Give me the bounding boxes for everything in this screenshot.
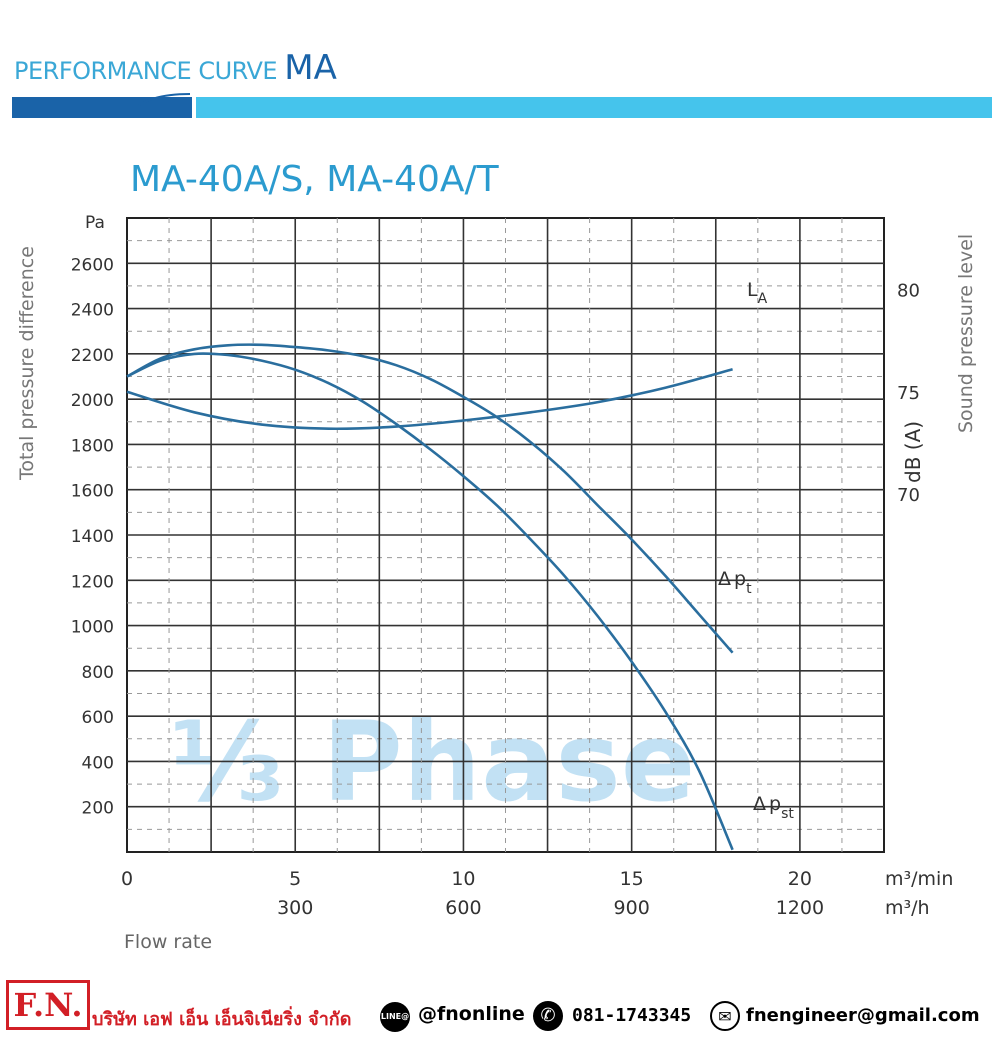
header-model-line: MA — [284, 48, 337, 88]
x-ticks: 0 5 10 15 20 300 600 900 1200 — [121, 868, 824, 919]
y-tick-label-left: 2000 — [71, 391, 114, 411]
series-line-pst — [126, 352, 734, 851]
y-tick-label-left: 400 — [82, 753, 114, 773]
y-tick-label-left: 1400 — [71, 527, 114, 547]
line-id[interactable]: @fnonline — [418, 1003, 525, 1025]
pt-delta: Δ — [718, 568, 731, 590]
page-header: PERFORMANCE CURVE MA — [14, 48, 337, 88]
header-prefix: PERFORMANCE CURVE — [14, 57, 278, 85]
pt-base: p — [734, 568, 746, 590]
y-axis-label-right: Sound pressure level — [955, 234, 977, 433]
pst-sub: st — [781, 806, 794, 822]
y-ticks-left: 200 400 600 800 1000 1200 1400 1600 1800 2000 2200… — [71, 255, 114, 818]
y-tick-label-right: 80 — [897, 281, 920, 302]
x-tick-label-min: 15 — [620, 868, 644, 890]
y-ticks-right: 70 75 80 — [897, 281, 920, 507]
y-tick-label-left: 1800 — [71, 436, 114, 456]
x-tick-label-min: 10 — [451, 868, 475, 890]
curves — [126, 343, 734, 851]
header-band-right — [196, 97, 992, 118]
y-axis-label-left: Total pressure difference — [16, 246, 38, 481]
series-line-la — [126, 368, 733, 431]
y-unit-left: Pa — [85, 213, 105, 233]
x-tick-label-h: 1200 — [776, 897, 824, 919]
series-line-pt — [126, 343, 734, 654]
y-tick-label-right: 70 — [897, 485, 920, 506]
x-tick-label-h: 600 — [445, 897, 481, 919]
x-tick-label-h: 900 — [614, 897, 650, 919]
y-tick-label-left: 600 — [82, 708, 114, 728]
la-base: L — [747, 279, 758, 301]
pst-delta: Δ — [753, 793, 766, 815]
x-tick-label-min: 0 — [121, 868, 133, 890]
mail-icon: ✉ — [710, 1001, 740, 1031]
y-tick-label-left: 2200 — [71, 346, 114, 366]
company-name: บริษัท เอฟ เอ็น เอ็นจิเนียริ่ง จำกัด — [92, 1009, 352, 1030]
y-tick-label-left: 200 — [82, 799, 114, 819]
email-address[interactable]: fnengineer@gmail.com — [746, 1005, 980, 1026]
x-unit-h: m³/h — [885, 897, 930, 919]
x-axis-label: Flow rate — [124, 931, 212, 953]
phone-icon: ✆ — [533, 1001, 563, 1031]
x-tick-label-min: 20 — [788, 868, 812, 890]
footer: F.N. บริษัท เอฟ เอ็น เอ็นจิเนียริ่ง จำกั… — [0, 978, 1000, 1038]
pt-sub: t — [746, 581, 752, 597]
phone-number[interactable]: 081-1743345 — [572, 1005, 692, 1026]
y-unit-right: dB (A) — [901, 421, 925, 483]
la-sub: A — [758, 291, 768, 307]
x-tick-label-min: 5 — [289, 868, 301, 890]
y-tick-label-left: 1600 — [71, 482, 114, 502]
y-tick-label-left: 2400 — [71, 301, 114, 321]
pst-base: p — [769, 793, 781, 815]
fn-logo: F.N. — [6, 980, 90, 1030]
series-label-la: LA — [747, 279, 768, 307]
x-unit-min: m³/min — [885, 868, 953, 890]
y-tick-label-left: 800 — [82, 663, 114, 683]
y-tick-label-left: 2600 — [71, 255, 114, 275]
y-tick-label-right: 75 — [897, 383, 920, 404]
y-tick-label-left: 1200 — [71, 572, 114, 592]
chart-title: MA-40A/S, MA-40A/T — [130, 159, 500, 200]
performance-chart: MA-40A/S, MA-40A/T Pa Total pressure dif… — [16, 93, 977, 953]
chart-grid — [126, 217, 885, 853]
y-tick-label-left: 1000 — [71, 618, 114, 638]
line-icon: LINE@ — [380, 1002, 410, 1032]
x-tick-label-h: 300 — [277, 897, 313, 919]
header-swoosh — [127, 93, 191, 118]
